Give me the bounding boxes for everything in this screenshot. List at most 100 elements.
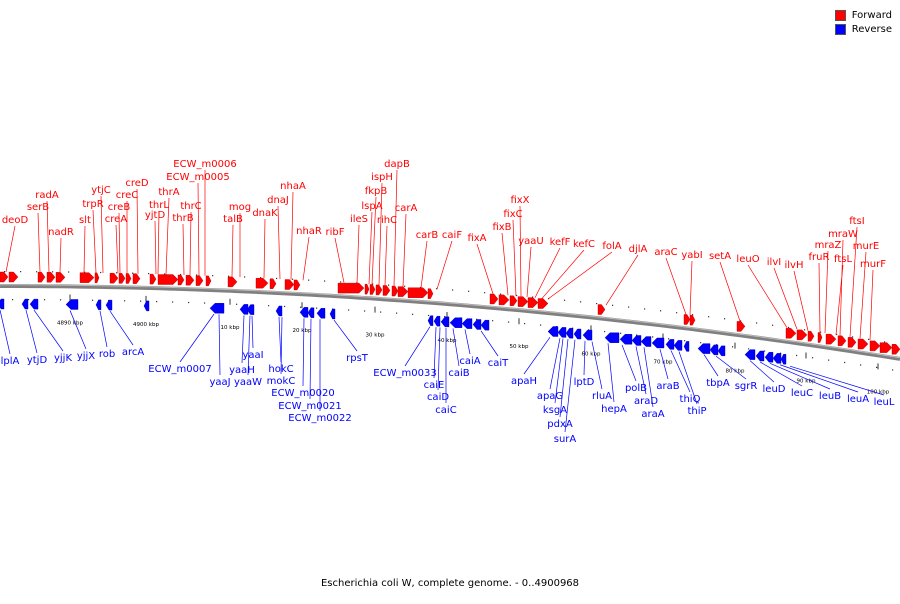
reverse-gene-arrow: [65, 299, 79, 310]
forward-gene-arrow: [382, 285, 391, 296]
forward-gene-label: nadR: [48, 227, 74, 238]
reverse-gene-label: caiC: [435, 405, 456, 416]
tick-dot: [52, 271, 54, 273]
tick-dot: [396, 312, 398, 314]
scale-label: 50 kbp: [510, 344, 529, 350]
tick-dot: [132, 272, 134, 274]
reverse-gene-label: leuB: [819, 391, 841, 402]
tick-dot: [820, 331, 822, 333]
leader-line: [154, 220, 157, 275]
reverse-gene-label: ECW_m0033: [373, 368, 436, 379]
leader-line: [512, 219, 517, 296]
reverse-gene-arrow: [21, 298, 29, 310]
leader-line: [554, 338, 564, 404]
reverse-gene-label: araB: [656, 381, 679, 392]
leader-line: [302, 236, 310, 281]
forward-gene-arrow: [498, 294, 510, 306]
forward-gene-arrow: [55, 272, 66, 283]
reverse-gene-label: yaaJ: [209, 377, 230, 388]
reverse-gene-label: lplA: [1, 356, 20, 367]
reverse-gene-label: rluA: [592, 391, 612, 402]
leader-line: [59, 237, 62, 273]
leader-line: [333, 319, 358, 352]
forward-gene-label: creB: [108, 202, 131, 213]
leader-line: [277, 205, 281, 280]
reverse-gene-arrow: [461, 318, 473, 329]
forward-gene-arrow: [597, 304, 606, 315]
tick-dot: [68, 271, 70, 273]
forward-gene-label: talB: [223, 214, 243, 225]
reverse-gene-label: apaG: [537, 391, 563, 402]
tick-dot: [84, 271, 86, 273]
tick-dot: [164, 273, 166, 275]
forward-gene-label: mraZ: [815, 240, 842, 251]
reverse-gene-arrow: [440, 316, 450, 328]
scale-label: 4900 kbp: [133, 322, 159, 328]
leader-line: [480, 330, 499, 357]
tick-dot: [652, 336, 654, 338]
forward-gene-arrow: [369, 284, 376, 295]
reverse-gene-label: ytjD: [27, 355, 48, 366]
tick-dot: [244, 276, 246, 278]
reverse-gene-label: ECW_m0022: [288, 413, 351, 424]
reverse-gene-arrow: [683, 341, 690, 352]
reverse-gene-arrow: [764, 352, 774, 363]
reverse-gene-label: araD: [634, 396, 658, 407]
tick-dot: [300, 306, 302, 308]
leader-line: [526, 246, 532, 298]
tick-dot: [428, 314, 430, 317]
reverse-gene-label: leuA: [847, 394, 869, 405]
leader-line: [263, 218, 266, 279]
forward-gene-label: caiF: [442, 230, 462, 241]
leader-line: [83, 225, 86, 273]
leader-line: [378, 182, 383, 285]
forward-gene-label: serB: [27, 202, 49, 213]
forward-gene-arrow: [407, 287, 429, 298]
leader-line: [534, 247, 561, 298]
forward-gene-arrow: [195, 275, 204, 286]
forward-gene-label: slt: [79, 215, 91, 226]
tick-dot: [404, 285, 406, 287]
tick-dot: [148, 272, 150, 275]
forward-gene-arrow: [391, 285, 399, 297]
tick-dot: [388, 284, 390, 286]
forward-gene-arrow: [847, 337, 857, 348]
reverse-gene-label: polB: [625, 383, 647, 394]
leader-line: [433, 327, 437, 379]
reverse-gene-arrow: [275, 305, 283, 317]
forward-gene-arrow: [689, 314, 696, 326]
tick-dot: [228, 275, 230, 277]
tick-dot: [492, 320, 494, 322]
reverse-gene-label: lptD: [574, 377, 595, 388]
reverse-gene-arrow: [433, 315, 441, 327]
leader-line: [290, 191, 294, 280]
forward-gene-arrow: [132, 273, 141, 284]
leader-line: [519, 205, 522, 297]
reverse-gene-arrow: [755, 350, 765, 362]
forward-gene-label: mog: [229, 202, 251, 213]
tick-dot: [604, 330, 606, 333]
reverse-gene-arrow: [673, 340, 683, 351]
reverse-gene-label: araA: [641, 409, 664, 420]
forward-gene-label: fkpB: [365, 186, 388, 197]
forward-gene-label: murE: [853, 241, 880, 252]
forward-gene-label: ftsI: [849, 216, 864, 227]
forward-gene-arrow: [364, 283, 370, 295]
reverse-gene-arrow: [565, 327, 574, 339]
leader-line: [371, 196, 377, 285]
tick-dot: [476, 318, 478, 320]
tick-dot: [92, 299, 94, 301]
tick-dot: [292, 278, 294, 280]
tick-dot: [212, 275, 214, 277]
reverse-gene-arrow: [307, 307, 315, 318]
leader-line: [607, 343, 615, 403]
scale-label: 100 kbp: [867, 389, 890, 395]
leader-line: [452, 328, 460, 367]
tick-dot: [500, 293, 502, 295]
leader-line: [715, 355, 747, 380]
leader-line: [621, 344, 637, 382]
forward-gene-arrow: [125, 273, 132, 284]
leader-line: [136, 188, 139, 274]
legend-item-forward: Forward: [834, 8, 892, 22]
tick-dot: [876, 366, 878, 369]
